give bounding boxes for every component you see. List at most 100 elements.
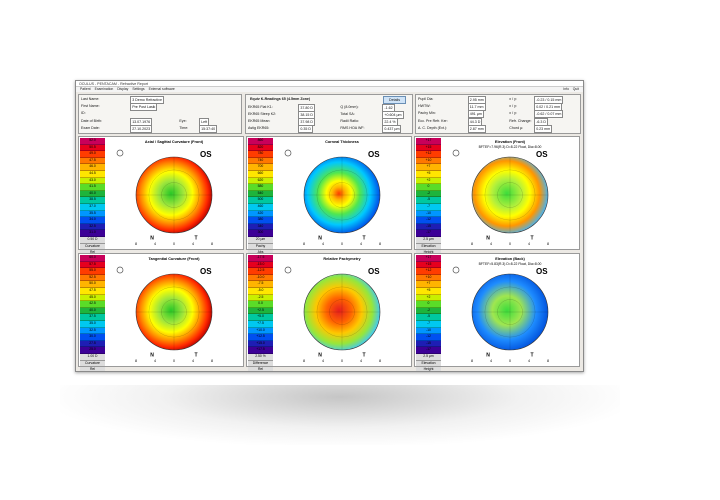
nasal-label: N (318, 235, 322, 241)
scale-cell: 31.0 (80, 230, 105, 237)
scale-footer: Rel (80, 367, 105, 371)
menu-item[interactable]: Info (563, 87, 569, 91)
scale-cell: -17 (416, 347, 441, 354)
scale-footer: 0.50 D (80, 236, 105, 244)
field-label: Pachy Min: (418, 111, 436, 116)
field-label: Radii Ratio: (340, 118, 359, 123)
eye-label: OS (200, 150, 212, 159)
x-tick-label: 4 (192, 359, 194, 363)
scale-cell: 540 (248, 190, 273, 198)
scale-cell: -17 (416, 230, 441, 237)
nasal-label: N (486, 235, 490, 241)
nasal-label: N (150, 235, 154, 241)
app-window: OCULUS - PENTACAM - Refractive Report Pa… (75, 80, 584, 372)
magnifier (284, 266, 292, 274)
eye-label: OS (368, 150, 380, 159)
scale-footer: 20 µm (248, 236, 273, 244)
scale-cell: 52.0 (80, 138, 105, 145)
magnifier (452, 266, 460, 274)
menu-item[interactable]: Quit (572, 87, 579, 91)
menu-item[interactable]: External software (148, 87, 175, 91)
map-panel: -17.5 -15.0 -12.5 -10.0 -7.5 -5.0 -2.5 0.0 +2.5 +… (246, 253, 412, 371)
temporal-label: T (530, 352, 533, 358)
scale-cell: 860 (248, 138, 273, 145)
scale-footer: Height (416, 367, 441, 371)
scale-cell: 38.5 (80, 197, 105, 204)
scale-cell: 47.5 (80, 157, 105, 165)
scale-cell: +15 (416, 261, 441, 269)
field-label: EKR65 Flat K1: (248, 104, 273, 109)
x-tick-label: 8 (303, 359, 305, 363)
scale-cell: 420 (248, 210, 273, 218)
menu-item[interactable]: Examination (94, 87, 114, 91)
field-label: ID: (81, 111, 86, 116)
scale-cell: 780 (248, 151, 273, 158)
x-tick-label: 0 (509, 359, 511, 363)
scale-cell: 0.0 (248, 301, 273, 308)
scale-cell: 40.0 (80, 307, 105, 315)
x-tick-label: 0 (173, 359, 175, 363)
scale-cell: +2 (416, 177, 441, 185)
scale-footer: Difference (248, 360, 273, 368)
map-panel: +17 +15 +12 +10 +7 +5 +2 0 -2 -5 -7 -10 -12 -15 -17 2.5… (414, 253, 580, 371)
map-ring (484, 169, 536, 221)
scale-cell: 50.0 (80, 281, 105, 288)
scale-footer: Elevation (416, 243, 441, 251)
magnifier (284, 149, 292, 157)
scale-cell: 37.0 (80, 203, 105, 211)
scale-cell: 37.5 (80, 314, 105, 321)
section-title: Equiv K-Readings 65 (4.5mm Zone) (250, 97, 311, 101)
map-ring (148, 286, 200, 338)
scale-cell: +17 (416, 138, 441, 145)
scale-cell: 0 (416, 184, 441, 191)
scale-cell: +10.0 (248, 327, 273, 335)
map-panel: +17 +15 +12 +10 +7 +5 +2 0 -2 -5 -7 -10 -12 -15 -17 2.5… (414, 136, 580, 257)
menu-item[interactable]: Settings (132, 87, 145, 91)
scale-cell: -5 (416, 197, 441, 204)
field-label: Refr. Change: (509, 118, 532, 123)
map-title: Axial / Sagittal Curvature (Front) (145, 140, 204, 144)
scale-cell: 460 (248, 203, 273, 211)
scale-cell: 44.5 (80, 170, 105, 178)
magnifier (116, 149, 124, 157)
color-scale: +17 +15 +12 +10 +7 +5 +2 0 -2 -5 -7 -10 -12 -15 -17 2.5… (416, 138, 441, 257)
map-ring (161, 182, 187, 208)
scale-cell: 25.0 (80, 347, 105, 354)
x-tick-label: 8 (547, 242, 549, 246)
map-disc (303, 273, 381, 351)
x-tick-label: 8 (303, 242, 305, 246)
map-panel: 60.0 57.5 55.0 52.5 50.0 47.5 45.0 42.5 40.0 37.5… (78, 253, 244, 371)
scale-cell: 41.5 (80, 184, 105, 191)
scale-cell: -12 (416, 217, 441, 224)
scale-cell: -5.0 (248, 287, 273, 295)
field-value: 2.87 mm (467, 124, 486, 133)
scale-cell: -15.0 (248, 261, 273, 269)
scale-cell: 45.0 (80, 294, 105, 302)
menu-item[interactable]: Display (117, 87, 129, 91)
field-label: Astig EKR65: (248, 126, 270, 131)
details-button[interactable]: Details (383, 96, 406, 104)
scale-footer: 2.5 µm (416, 236, 441, 244)
map-disc (471, 273, 549, 351)
map-ring (484, 286, 536, 338)
scale-footer: Rel (248, 367, 273, 371)
map-title: Elevation (Front) (495, 140, 526, 144)
x-tick-label: 4 (360, 359, 362, 363)
scale-cell: +12 (416, 268, 441, 275)
menu-item[interactable]: Patient (80, 87, 91, 91)
pupil-box: Pupil Dia: 2.95 mm x / y: -0.23 / 0.15 mm HW… (415, 94, 581, 134)
scale-cell: 47.5 (80, 287, 105, 295)
scale-cell: 500 (248, 197, 273, 204)
scale-footer: 2.50 % (248, 353, 273, 361)
map-title: Corneal Thickness (325, 140, 359, 144)
map: Relative Pachymetry OS N T 8 4 0 4 8 (284, 257, 381, 363)
scale-cell: -7.5 (248, 281, 273, 288)
scale-cell: 60.0 (80, 255, 105, 262)
map-ring (497, 299, 523, 325)
field-label: Last Name: (81, 97, 100, 101)
scale-cell: 380 (248, 217, 273, 224)
scale-cell: 52.5 (80, 274, 105, 282)
map-disc (135, 156, 213, 234)
scale-cell: -10.0 (248, 274, 273, 282)
